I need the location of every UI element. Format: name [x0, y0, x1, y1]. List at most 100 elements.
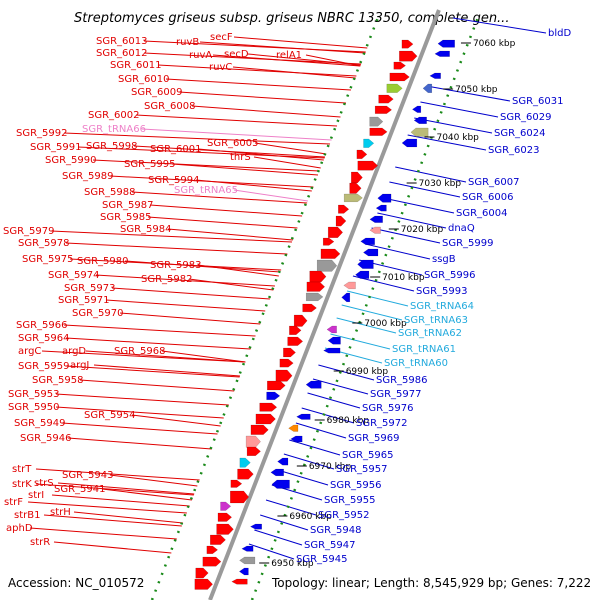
gene-label-sgr_5985[interactable]: SGR_5985 — [100, 212, 152, 223]
gene-feature-left — [202, 556, 222, 567]
gene-label-strt[interactable]: strT — [12, 464, 32, 475]
gene-label-sgr_5974[interactable]: SGR_5974 — [48, 270, 100, 281]
gene-label-strh[interactable]: strH — [50, 507, 71, 518]
gene-label-sgr_5964[interactable]: SGR_5964 — [18, 333, 70, 344]
gene-label-dnaq[interactable]: dnaQ — [448, 223, 475, 234]
gene-label-sgr_5982[interactable]: SGR_5982 — [141, 274, 193, 285]
gene-label-ssgb[interactable]: ssgB — [432, 254, 456, 265]
gene-label-sgr_5975[interactable]: SGR_5975 — [22, 254, 74, 265]
gene-label-sgr_5978[interactable]: SGR_5978 — [18, 238, 70, 249]
gene-label-sgr_5971[interactable]: SGR_5971 — [58, 295, 110, 306]
leader-line — [161, 350, 246, 363]
gene-label-sgr_5998[interactable]: SGR_5998 — [86, 141, 138, 152]
gene-label-sgr_6008[interactable]: SGR_6008 — [144, 101, 196, 112]
gene-label-secf[interactable]: secF — [210, 32, 233, 43]
gene-label-sgr_5988[interactable]: SGR_5988 — [84, 187, 136, 198]
gene-label-sgr_trna61[interactable]: SGR_tRNA61 — [392, 344, 456, 355]
gene-label-aphd[interactable]: aphD — [6, 523, 33, 534]
gene-label-sgr_5983[interactable]: SGR_5983 — [150, 260, 202, 271]
gene-label-sgr_5993[interactable]: SGR_5993 — [416, 286, 468, 297]
gene-label-sgr_5955[interactable]: SGR_5955 — [324, 495, 376, 506]
gene-label-sgr_5968[interactable]: SGR_5968 — [114, 346, 166, 357]
gene-label-sgr_5945[interactable]: SGR_5945 — [296, 554, 348, 565]
gene-label-sgr_5984[interactable]: SGR_5984 — [120, 224, 172, 235]
leader-line — [111, 287, 270, 300]
gene-label-stri[interactable]: strI — [28, 490, 44, 501]
gene-label-sgr_trna63[interactable]: SGR_tRNA63 — [404, 315, 468, 326]
gene-label-sgr_5941[interactable]: SGR_5941 — [54, 484, 106, 495]
gene-label-sgr_5958[interactable]: SGR_5958 — [32, 375, 84, 386]
gene-label-sgr_6011[interactable]: SGR_6011 — [110, 60, 162, 71]
gene-label-sgr_5977[interactable]: SGR_5977 — [370, 389, 422, 400]
gene-label-sgr_5989[interactable]: SGR_5989 — [62, 171, 114, 182]
gene-label-sgr_5943[interactable]: SGR_5943 — [62, 470, 114, 481]
gene-label-rela1[interactable]: relA1 — [276, 50, 302, 61]
scale-tick-label: 7060 kbp — [473, 39, 516, 49]
gene-label-sgr_5970[interactable]: SGR_5970 — [72, 308, 124, 319]
gene-label-secd[interactable]: secD — [224, 49, 249, 60]
gene-label-argj[interactable]: argJ — [70, 360, 89, 371]
gene-feature-left — [357, 160, 379, 171]
gene-label-ruva[interactable]: ruvA — [189, 50, 212, 61]
gene-label-sgr_6010[interactable]: SGR_6010 — [118, 74, 170, 85]
gene-label-sgr_5994[interactable]: SGR_5994 — [148, 175, 200, 186]
gene-label-sgr_5956[interactable]: SGR_5956 — [330, 480, 382, 491]
gene-label-sgr_5980[interactable]: SGR_5980 — [77, 256, 129, 267]
gene-label-sgr_5986[interactable]: SGR_5986 — [376, 375, 428, 386]
gene-label-sgr_5948[interactable]: SGR_5948 — [310, 525, 362, 536]
gene-label-sgr_5954[interactable]: SGR_5954 — [84, 410, 136, 421]
gene-label-sgr_6006[interactable]: SGR_6006 — [462, 192, 514, 203]
gene-label-sgr_6005[interactable]: SGR_6005 — [207, 138, 259, 149]
gene-label-ruvc[interactable]: ruvC — [209, 62, 232, 73]
gene-label-sgr_5959[interactable]: SGR_5959 — [18, 361, 70, 372]
gene-label-sgr_5992[interactable]: SGR_5992 — [16, 128, 68, 139]
gene-label-strs[interactable]: strS — [34, 478, 54, 489]
gene-label-sgr_6001[interactable]: SGR_6001 — [150, 144, 202, 155]
gene-label-ruvb[interactable]: ruvB — [176, 37, 199, 48]
gene-label-strr[interactable]: strR — [30, 537, 50, 548]
scale-tick-label: 6960 kbp — [289, 512, 332, 522]
gene-label-sgr_5947[interactable]: SGR_5947 — [304, 540, 356, 551]
gene-label-sgr_trna65[interactable]: SGR_tRNA65 — [174, 185, 238, 196]
gene-label-sgr_5973[interactable]: SGR_5973 — [64, 283, 116, 294]
gene-label-strk[interactable]: strK — [12, 479, 32, 490]
gene-label-sgr_6004[interactable]: SGR_6004 — [456, 208, 508, 219]
gene-label-sgr_5999[interactable]: SGR_5999 — [442, 238, 494, 249]
gene-label-sgr_5972[interactable]: SGR_5972 — [356, 418, 408, 429]
gene-label-sgr_trna64[interactable]: SGR_tRNA64 — [410, 301, 474, 312]
gene-label-sgr_5987[interactable]: SGR_5987 — [102, 200, 154, 211]
gene-label-sgr_5976[interactable]: SGR_5976 — [362, 403, 414, 414]
gene-label-sgr_5957[interactable]: SGR_5957 — [336, 464, 388, 475]
gene-label-sgr_5990[interactable]: SGR_5990 — [45, 155, 97, 166]
gene-label-argd[interactable]: argD — [62, 346, 86, 357]
gene-label-sgr_5996[interactable]: SGR_5996 — [424, 270, 476, 281]
gene-label-bldd[interactable]: bldD — [548, 28, 571, 39]
gene-label-sgr_6013[interactable]: SGR_6013 — [96, 36, 148, 47]
gene-label-thrs[interactable]: thrS — [230, 152, 251, 163]
gene-label-sgr_6012[interactable]: SGR_6012 — [96, 48, 148, 59]
gene-label-strb1[interactable]: strB1 — [14, 510, 40, 521]
gene-label-sgr_5952[interactable]: SGR_5952 — [318, 510, 370, 521]
gene-label-sgr_6031[interactable]: SGR_6031 — [512, 96, 564, 107]
gene-label-sgr_trna62[interactable]: SGR_tRNA62 — [398, 328, 462, 339]
gene-label-sgr_6009[interactable]: SGR_6009 — [131, 87, 183, 98]
gene-label-sgr_5979[interactable]: SGR_5979 — [3, 226, 55, 237]
gene-label-sgr_5991[interactable]: SGR_5991 — [30, 142, 82, 153]
gene-label-argc[interactable]: argC — [18, 346, 41, 357]
gene-label-sgr_trna60[interactable]: SGR_tRNA60 — [384, 358, 448, 369]
gene-label-sgr_5995[interactable]: SGR_5995 — [124, 159, 176, 170]
gene-label-sgr_5953[interactable]: SGR_5953 — [8, 389, 60, 400]
gene-label-sgr_6002[interactable]: SGR_6002 — [88, 110, 140, 121]
gene-label-sgr_6007[interactable]: SGR_6007 — [468, 177, 520, 188]
gene-label-strf[interactable]: strF — [4, 497, 23, 508]
gene-label-sgr_5966[interactable]: SGR_5966 — [16, 320, 68, 331]
gene-label-sgr_trna66[interactable]: SGR_tRNA66 — [82, 124, 146, 135]
gene-label-sgr_5949[interactable]: SGR_5949 — [14, 418, 66, 429]
gene-label-sgr_6024[interactable]: SGR_6024 — [494, 128, 546, 139]
gene-label-sgr_5969[interactable]: SGR_5969 — [348, 433, 400, 444]
gene-label-sgr_5946[interactable]: SGR_5946 — [20, 433, 72, 444]
gene-label-sgr_5950[interactable]: SGR_5950 — [8, 402, 60, 413]
gene-label-sgr_6029[interactable]: SGR_6029 — [500, 112, 552, 123]
gene-label-sgr_5965[interactable]: SGR_5965 — [342, 450, 394, 461]
gene-label-sgr_6023[interactable]: SGR_6023 — [488, 145, 540, 156]
